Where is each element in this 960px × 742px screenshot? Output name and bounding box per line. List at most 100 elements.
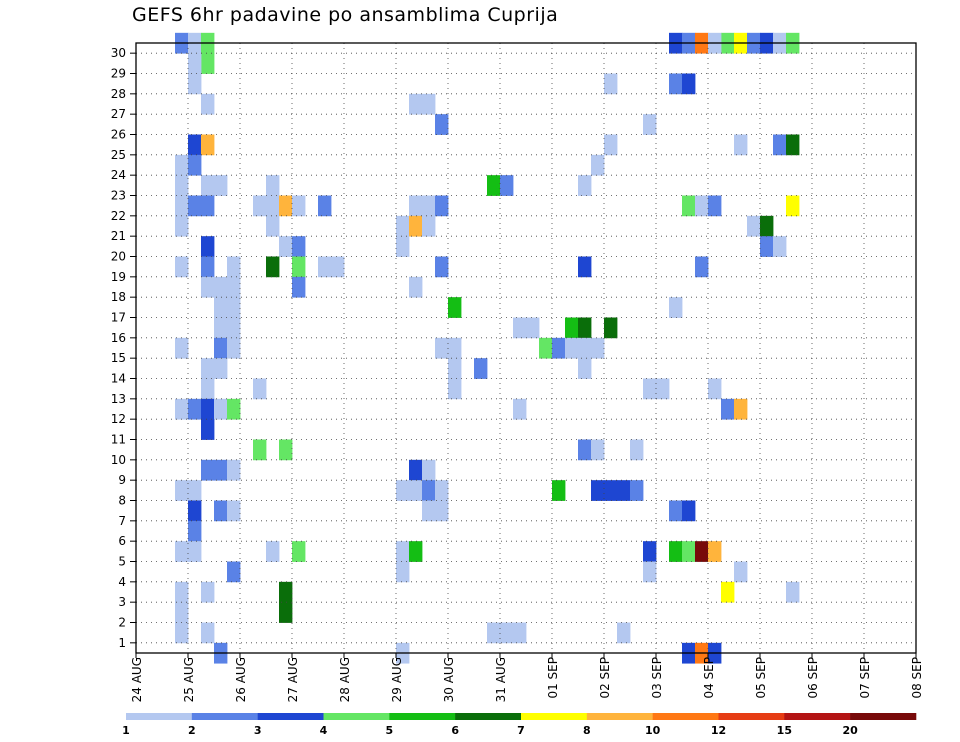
x-tick-label: 29 AUG <box>390 657 404 702</box>
legend-swatch <box>586 713 653 720</box>
x-tick-label: 06 SEP <box>806 657 820 699</box>
legend-label: 10 <box>645 724 661 737</box>
heatmap-cell <box>643 114 657 135</box>
heatmap-cell <box>279 581 293 603</box>
heatmap-cell <box>201 581 215 603</box>
heatmap-cell <box>214 297 228 318</box>
heatmap-cell <box>695 256 709 278</box>
heatmap-cell <box>578 175 592 196</box>
heatmap-cell <box>565 317 579 339</box>
legend-swatch <box>323 713 390 720</box>
cells-layer <box>175 32 800 664</box>
heatmap-cell <box>643 561 657 583</box>
y-tick-label: 5 <box>118 555 126 569</box>
x-tick-label: 08 SEP <box>910 657 924 699</box>
x-tick-label: 28 AUG <box>338 657 352 702</box>
heatmap-cell <box>422 195 436 217</box>
heatmap-cell <box>682 195 696 217</box>
heatmap-cell <box>318 256 332 278</box>
x-tick-label: 05 SEP <box>754 657 768 699</box>
y-tick-label: 19 <box>111 270 126 284</box>
legend-label: 15 <box>777 724 792 737</box>
heatmap-cell <box>201 398 215 420</box>
legend-swatch <box>191 713 258 720</box>
heatmap-cell <box>201 256 215 278</box>
heatmap-cell <box>175 195 189 217</box>
y-tick-label: 17 <box>111 311 126 325</box>
heatmap-cell <box>279 236 293 257</box>
heatmap-cell <box>253 378 267 400</box>
heatmap-cell <box>201 134 215 156</box>
legend-swatch <box>850 713 917 720</box>
heatmap-cell <box>734 398 748 420</box>
x-tick-label: 30 AUG <box>442 657 456 702</box>
heatmap-cell <box>591 480 605 501</box>
legend-label: 3 <box>254 724 262 737</box>
heatmap-cell <box>175 480 189 501</box>
heatmap-cell <box>292 256 306 278</box>
heatmap-cell <box>630 439 644 461</box>
heatmap-cell <box>734 561 748 583</box>
heatmap-cell <box>669 73 683 95</box>
heatmap-cell <box>695 195 709 217</box>
legend-swatch <box>521 713 588 720</box>
y-tick-label: 16 <box>111 331 126 345</box>
heatmap-cell <box>409 195 423 217</box>
heatmap-cell <box>396 236 410 257</box>
heatmap-cell <box>214 276 228 298</box>
heatmap-cell <box>513 317 527 339</box>
y-tick-label: 15 <box>111 351 126 365</box>
heatmap-cell <box>435 480 449 501</box>
y-tick-label: 24 <box>111 168 126 182</box>
heatmap-cell <box>422 500 436 522</box>
heatmap-cell <box>175 337 189 359</box>
y-tick-label: 20 <box>111 250 126 264</box>
heatmap-cell <box>175 602 189 623</box>
x-tick-label: 01 SEP <box>546 657 560 699</box>
heatmap-cell <box>188 541 202 562</box>
legend-swatch <box>652 713 719 720</box>
heatmap-cell <box>773 236 787 257</box>
heatmap-cell <box>591 154 605 176</box>
heatmap-cell <box>578 317 592 339</box>
heatmap-cell <box>253 195 267 217</box>
heatmap-cell <box>604 134 618 156</box>
heatmap-cell <box>591 337 605 359</box>
heatmap-cell <box>721 581 735 603</box>
heatmap-cell <box>201 93 215 115</box>
y-tick-label: 21 <box>111 229 126 243</box>
heatmap-cell <box>175 581 189 603</box>
heatmap-cell <box>227 337 241 359</box>
heatmap-cell <box>422 480 436 501</box>
heatmap-cell <box>500 175 514 196</box>
heatmap-cell <box>487 175 501 196</box>
legend-label: 4 <box>320 724 328 737</box>
heatmap-cell <box>201 622 215 644</box>
heatmap-cell <box>201 378 215 400</box>
heatmap-cell <box>266 195 280 217</box>
legend-label: 12 <box>711 724 726 737</box>
heatmap-cell <box>175 622 189 644</box>
heatmap-cell <box>669 500 683 522</box>
heatmap-cell <box>409 459 423 481</box>
heatmap-cell <box>565 337 579 359</box>
y-tick-label: 11 <box>111 433 126 447</box>
heatmap-cell <box>500 622 514 644</box>
legend-swatch <box>718 713 785 720</box>
heatmap-cell <box>526 317 540 339</box>
y-tick-label: 8 <box>118 494 126 508</box>
heatmap-cell <box>292 195 306 217</box>
y-tick-label: 14 <box>111 372 126 386</box>
legend-label: 5 <box>386 724 394 737</box>
heatmap-cell <box>682 541 696 562</box>
heatmap-cell <box>396 541 410 562</box>
heatmap-cell <box>435 256 449 278</box>
heatmap-cell <box>448 358 462 379</box>
heatmap-cell <box>409 93 423 115</box>
y-tick-label: 18 <box>111 290 126 304</box>
legend-label: 2 <box>188 724 196 737</box>
heatmap-cell <box>201 419 215 440</box>
heatmap-cell <box>201 276 215 298</box>
heatmap-cell <box>643 378 657 400</box>
